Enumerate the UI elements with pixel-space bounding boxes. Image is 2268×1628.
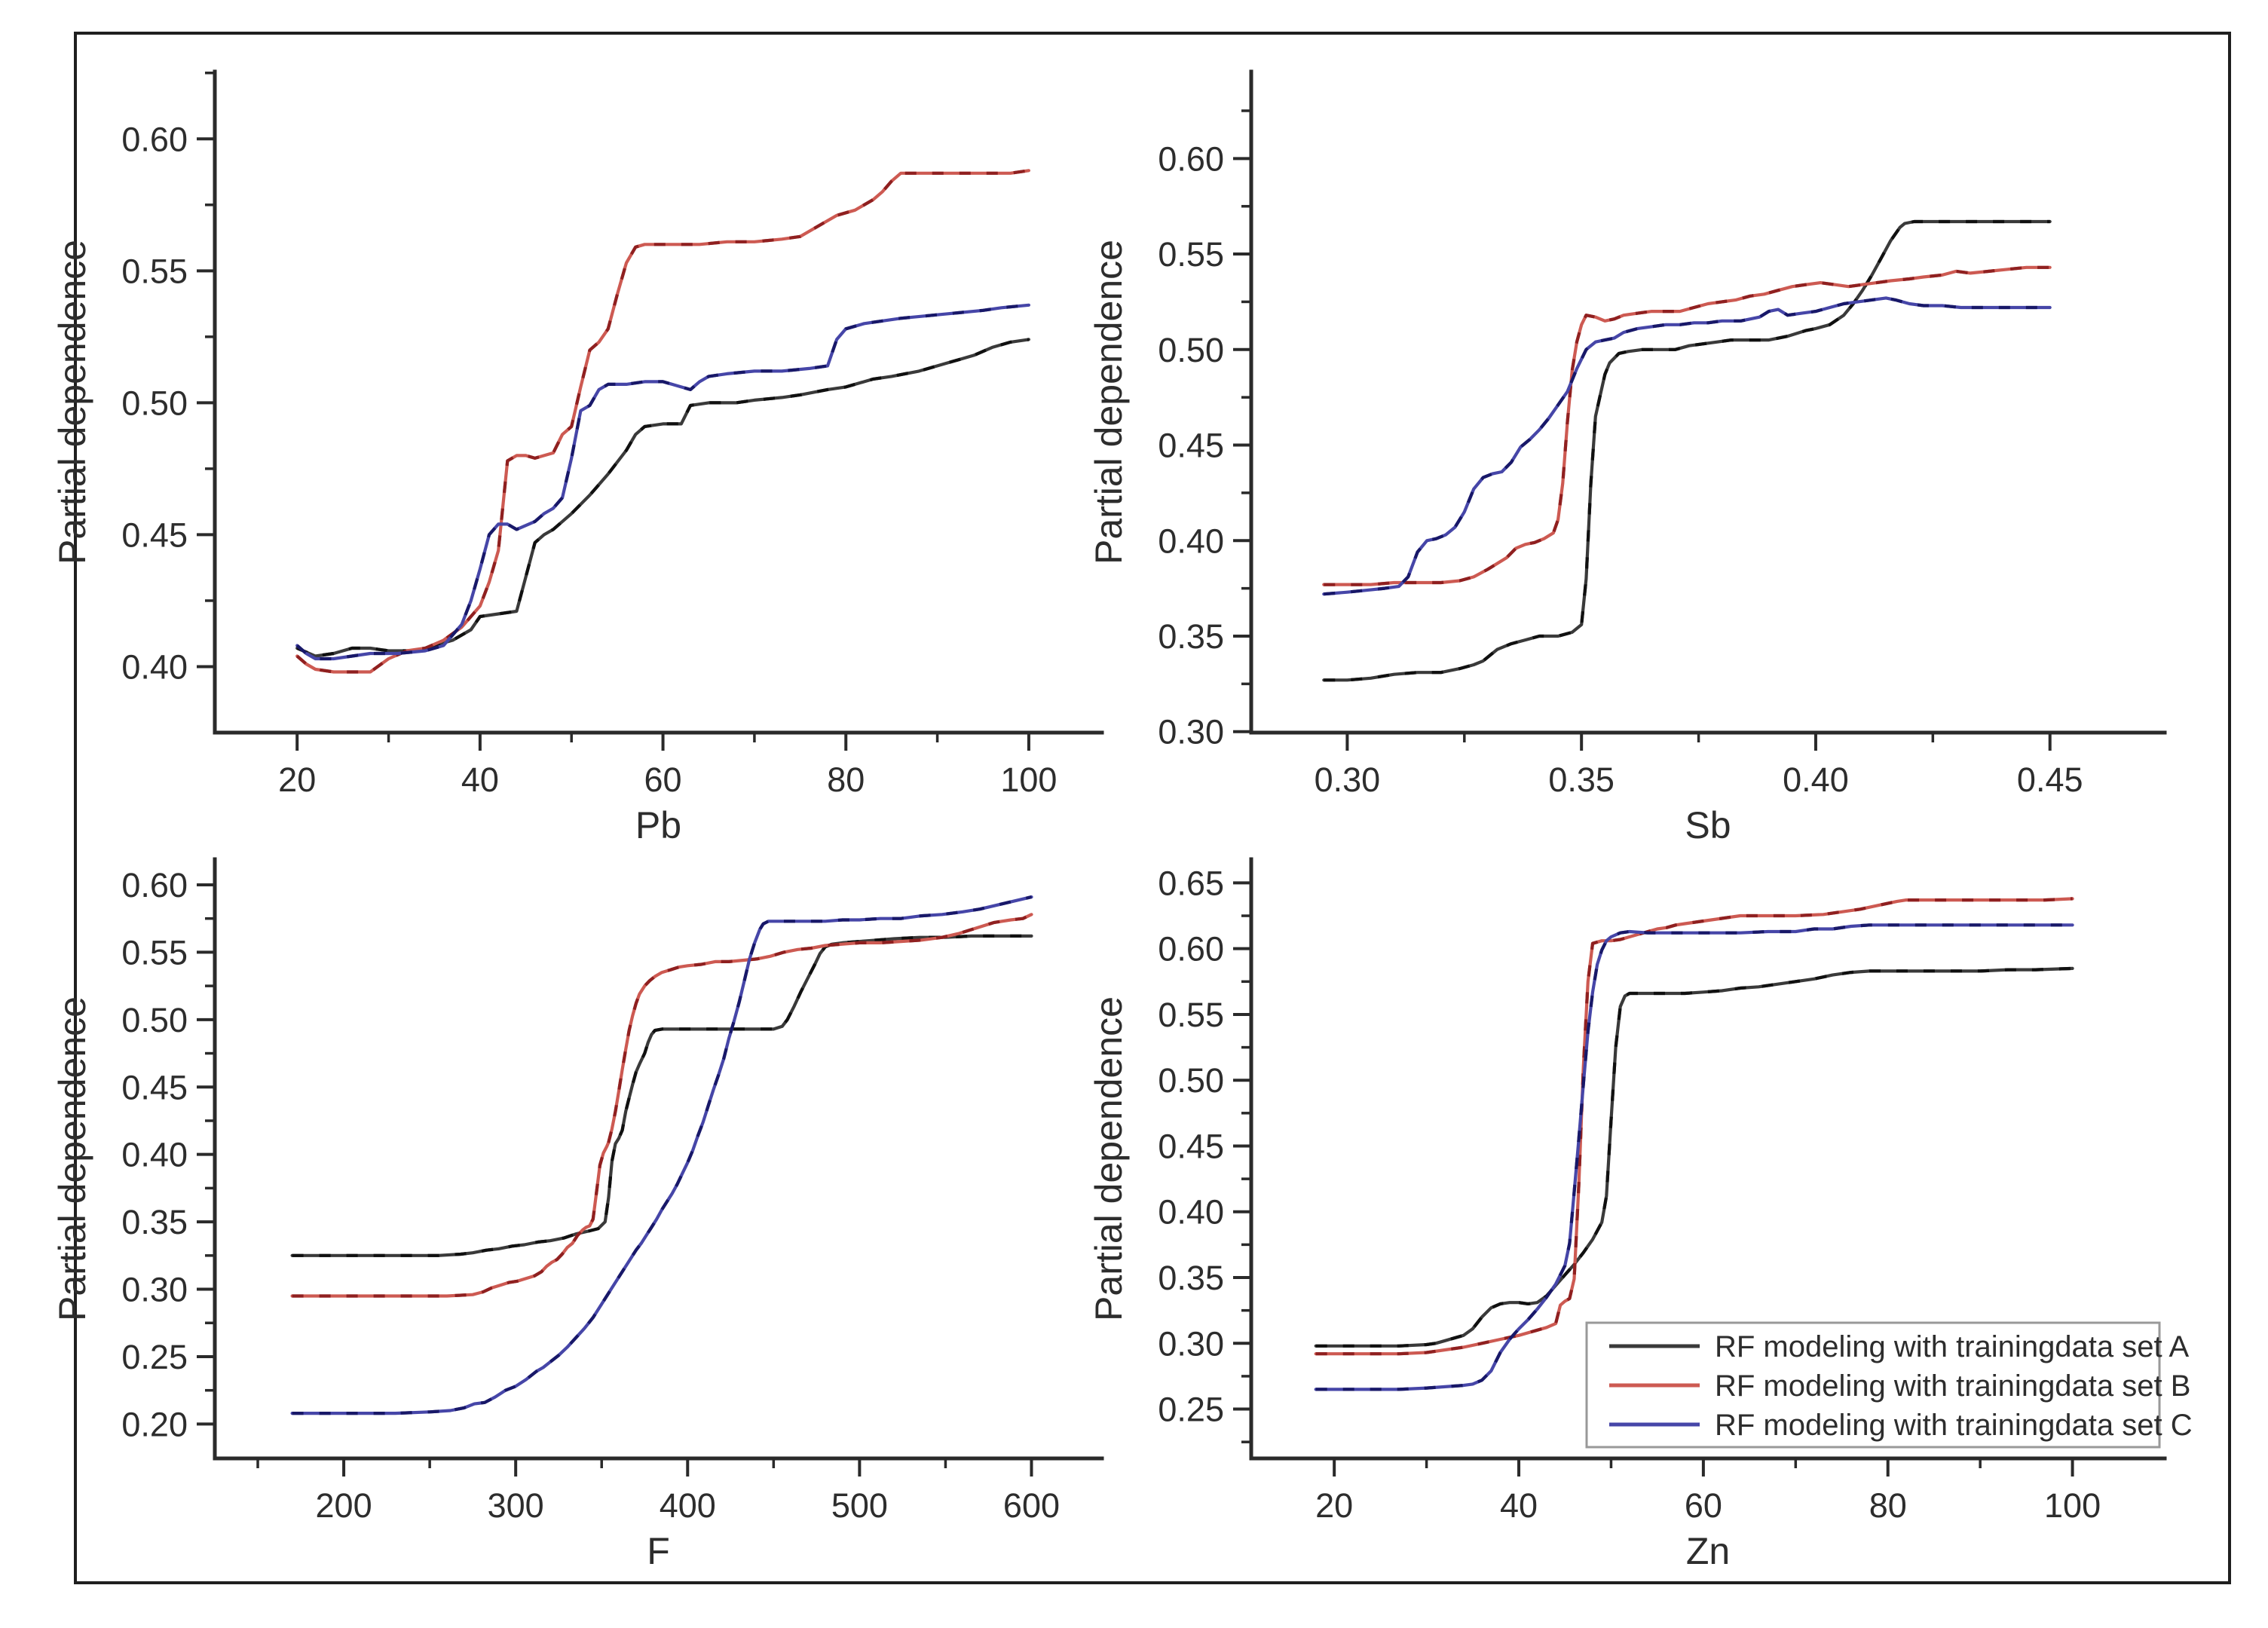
x-tick-label: 60	[1685, 1486, 1722, 1525]
x-axis-label: Sb	[1685, 804, 1731, 846]
x-tick-label: 300	[488, 1486, 544, 1525]
y-axis-label: Partial dependence	[51, 240, 93, 565]
legend-label: RF modeling with trainingdata set C	[1715, 1409, 2193, 1442]
series-line-sb-0	[1322, 219, 2052, 682]
x-tick-label: 0.45	[2017, 760, 2083, 799]
series-line-zn-1	[1314, 897, 2074, 1356]
y-tick-label: 0.50	[121, 1001, 188, 1039]
panel-zn: 20 40 60 80 100 0.25 0.30 0.35 0.40 0.45 0.50 0.55 0…	[1088, 857, 2193, 1572]
series-line-f-2	[290, 895, 1033, 1415]
panel-f: 200 300 400 500 600 0.20 0.25 0.30 0.35 0.40 0.45 0…	[51, 857, 1104, 1572]
y-tick-label: 0.20	[121, 1405, 188, 1443]
x-tick-label: 60	[644, 760, 682, 799]
series-line-overlay-f-2	[292, 895, 1032, 1415]
series-line-overlay-zn-0	[1315, 966, 2073, 1348]
y-tick-label: 0.60	[121, 120, 188, 158]
y-tick-label: 0.60	[1158, 930, 1224, 969]
x-tick-label: 100	[1000, 760, 1057, 799]
series-line-sb-2	[1322, 296, 2052, 596]
x-tick-label: 40	[1500, 1486, 1538, 1525]
y-tick-label: 0.40	[121, 647, 188, 686]
y-tick-label: 0.25	[121, 1338, 188, 1376]
y-tick-label: 0.45	[1158, 1127, 1224, 1165]
series-line-overlay-zn-2	[1315, 923, 2073, 1391]
y-tick-label: 0.50	[1158, 331, 1224, 369]
y-tick-label: 0.55	[121, 933, 188, 972]
figure-border	[74, 32, 2231, 1584]
x-tick-label: 100	[2044, 1486, 2101, 1525]
series-line-pb-0	[295, 338, 1031, 658]
y-axis-label: Partial dependence	[51, 996, 93, 1321]
axis-lines	[1249, 857, 2167, 1461]
x-tick-label: 600	[1003, 1486, 1060, 1525]
series-line-overlay-sb-0	[1324, 219, 2050, 682]
x-tick-label: 0.40	[1783, 760, 1849, 799]
series-line-sb-1	[1322, 265, 2052, 586]
series-line-zn-0	[1314, 966, 2074, 1348]
legend-label: RF modeling with trainingdata set A	[1715, 1330, 2190, 1363]
panel-sb: 0.30 0.35 0.40 0.45 0.30 0.35 0.40 0.45 0.50 0.55…	[1088, 69, 2167, 846]
legend-entry: RF modeling with trainingdata set B	[1609, 1369, 2190, 1403]
series-line-pb-1	[295, 169, 1031, 674]
series-line-zn-2	[1314, 923, 2074, 1391]
x-tick-label: 80	[1869, 1486, 1907, 1525]
series-line-overlay-sb-2	[1324, 296, 2050, 596]
series-line-overlay-sb-1	[1324, 265, 2050, 586]
x-tick-label: 40	[461, 760, 499, 799]
series-line-f-1	[290, 913, 1033, 1298]
y-tick-label: 0.50	[1158, 1061, 1224, 1100]
y-tick-label: 0.50	[121, 384, 188, 422]
x-tick-label: 400	[660, 1486, 716, 1525]
y-tick-label: 0.40	[1158, 1193, 1224, 1232]
y-tick-label: 0.60	[121, 866, 188, 904]
legend: RF modeling with trainingdata set A RF mo…	[1585, 1321, 2193, 1449]
y-tick-label: 0.35	[1158, 1259, 1224, 1297]
x-axis-label: Pb	[635, 804, 681, 846]
panel-pb: 20 40 60 80 100 0.40 0.45 0.50 0.55 0.60 Pb Partial…	[51, 69, 1104, 846]
y-tick-label: 0.45	[121, 516, 188, 554]
x-tick-label: 200	[316, 1486, 372, 1525]
axis-lines	[213, 857, 1104, 1461]
axis-lines	[213, 69, 1104, 735]
series-line-overlay-pb-2	[295, 303, 1030, 661]
x-tick-label: 80	[827, 760, 865, 799]
x-tick-label: 20	[278, 760, 316, 799]
y-tick-label: 0.35	[1158, 617, 1224, 656]
y-tick-label: 0.25	[1158, 1391, 1224, 1429]
x-tick-label: 0.35	[1548, 760, 1615, 799]
y-tick-label: 0.60	[1158, 139, 1224, 178]
series-line-overlay-zn-1	[1315, 897, 2073, 1356]
y-tick-label: 0.65	[1158, 864, 1224, 902]
y-tick-label: 0.45	[121, 1068, 188, 1106]
axis-lines	[1249, 69, 2167, 735]
y-axis-label: Partial dependence	[1088, 240, 1130, 565]
x-axis-label: Zn	[1686, 1530, 1730, 1572]
x-axis-label: F	[647, 1530, 670, 1572]
y-tick-label: 0.40	[121, 1136, 188, 1174]
y-tick-label: 0.35	[121, 1203, 188, 1241]
legend-label: RF modeling with trainingdata set B	[1715, 1369, 2190, 1403]
y-axis-label: Partial dependence	[1088, 996, 1130, 1321]
y-tick-label: 0.45	[1158, 427, 1224, 465]
series-line-pb-2	[295, 303, 1031, 661]
y-tick-label: 0.40	[1158, 522, 1224, 560]
series-line-overlay-pb-1	[295, 169, 1030, 674]
legend-entry: RF modeling with trainingdata set C	[1609, 1409, 2193, 1442]
y-tick-label: 0.30	[1158, 1324, 1224, 1363]
y-tick-label: 0.55	[121, 252, 188, 290]
y-tick-label: 0.55	[1158, 235, 1224, 274]
series-line-overlay-f-1	[292, 913, 1033, 1298]
y-tick-label: 0.30	[1158, 713, 1224, 751]
legend-entry: RF modeling with trainingdata set A	[1609, 1330, 2190, 1363]
x-tick-label: 0.30	[1315, 760, 1381, 799]
y-tick-label: 0.55	[1158, 996, 1224, 1034]
series-line-overlay-pb-0	[296, 338, 1030, 658]
x-tick-label: 500	[831, 1486, 888, 1525]
y-tick-label: 0.30	[121, 1271, 188, 1309]
x-tick-label: 20	[1315, 1486, 1353, 1525]
